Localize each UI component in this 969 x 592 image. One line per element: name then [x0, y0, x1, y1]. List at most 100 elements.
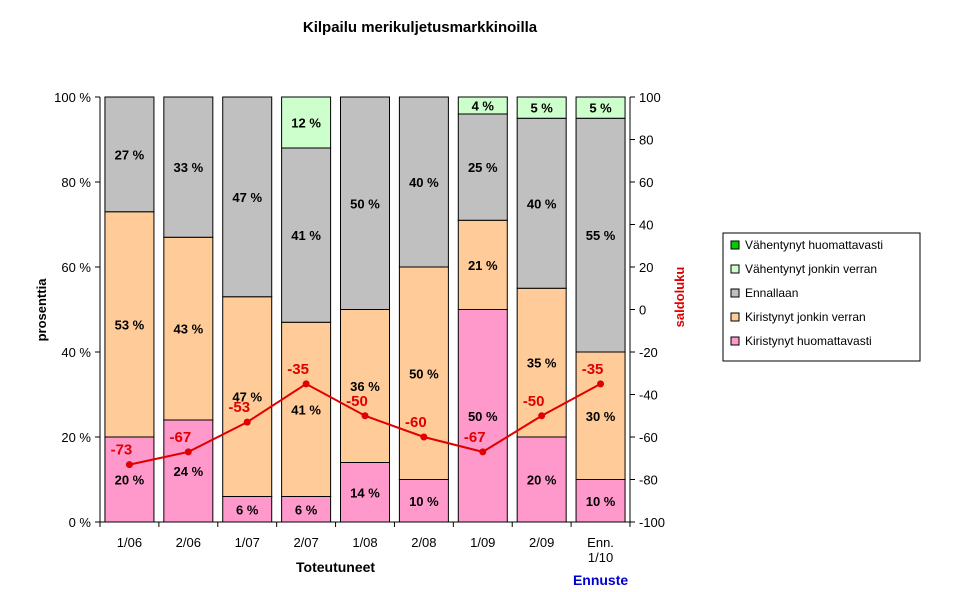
bar-segment: [398, 266, 449, 480]
legend-swatch: [730, 240, 740, 250]
bar-value-label: 53 %: [115, 317, 145, 332]
y-tick-label: 40 %: [61, 345, 91, 360]
bar-value-label: 5 %: [530, 101, 553, 116]
bar-segment: [398, 479, 449, 523]
saldo-point: [184, 448, 192, 456]
saldo-point: [420, 433, 428, 441]
bar-segment: [340, 96, 390, 310]
bar-segment: [457, 219, 508, 310]
bar-segment: [163, 236, 214, 421]
legend-swatch: [730, 312, 740, 322]
legend-entry: Vähentynyt jonkin verran: [745, 262, 877, 276]
legend-entry: Ennallaan: [745, 286, 798, 300]
saldo-point: [125, 461, 133, 469]
saldo-value-label: -35: [582, 361, 604, 378]
x-tick-label: 1/08: [352, 535, 377, 550]
bar-segment: [163, 96, 214, 238]
bar-segment: [281, 147, 332, 323]
bar-value-label: 40 %: [409, 175, 439, 190]
x-group-label-forecast: Ennuste: [573, 572, 628, 588]
y-tick-label: 80 %: [61, 175, 91, 190]
x-tick-label: 2/08: [411, 535, 436, 550]
bar-segment: [575, 96, 626, 119]
bar-segment: [457, 309, 508, 523]
bar-segment: [575, 117, 626, 353]
x-tick-label: Enn.: [587, 535, 614, 550]
legend-swatch: [730, 288, 740, 298]
bar-segment: [340, 462, 390, 523]
bar-segment: [281, 321, 332, 497]
bar-value-label: 6 %: [236, 502, 259, 517]
y2-tick-label: -80: [639, 473, 658, 488]
saldo-value-label: -73: [111, 442, 133, 459]
bar-value-label: 10 %: [409, 494, 439, 509]
y2-axis-title: saldoluku: [672, 267, 687, 328]
y-tick-label: 20 %: [61, 430, 91, 445]
saldo-point: [302, 380, 310, 388]
axes: 0 % 20 % 40 % 60 % 80 % 100 % -100 -80 -60 -40 -20…: [54, 90, 665, 588]
bar-value-label: 12 %: [291, 116, 321, 131]
saldo-point: [243, 418, 251, 426]
legend-swatch: [730, 264, 740, 274]
y2-tick-label: 80: [639, 133, 653, 148]
saldo-point: [479, 448, 487, 456]
bar-value-label: 20 %: [527, 473, 557, 488]
bar-segment: [222, 96, 273, 298]
bar-value-label: 10 %: [586, 494, 616, 509]
bar-segment: [516, 287, 567, 438]
saldo-point: [361, 412, 369, 420]
bar-value-label: 30 %: [586, 409, 616, 424]
bar-value-label: 43 %: [174, 322, 204, 337]
bar-value-label: 41 %: [291, 402, 321, 417]
bar-segment: [222, 296, 273, 497]
saldo-value-label: -60: [405, 414, 427, 431]
bar-segment: [281, 96, 332, 149]
y2-tick-label: 0: [639, 303, 646, 318]
bar-segment: [516, 117, 567, 289]
bar-value-label: 55 %: [586, 228, 616, 243]
bar-value-label: 20 %: [115, 473, 145, 488]
bar-value-label: 50 %: [409, 366, 439, 381]
bar-value-label: 4 %: [472, 99, 495, 114]
bar-value-label: 50 %: [350, 196, 380, 211]
bar-value-label: 21 %: [468, 258, 498, 273]
bar-value-label: 24 %: [174, 464, 204, 479]
y2-tick-label: -20: [639, 345, 658, 360]
x-tick-label: 1/06: [117, 535, 142, 550]
legend-entry: Kiristynyt huomattavasti: [745, 334, 872, 348]
bar-segment: [104, 96, 155, 213]
x-tick-label: 1/09: [470, 535, 495, 550]
x-tick-label: 2/07: [293, 535, 318, 550]
saldo-value-label: -50: [523, 393, 545, 410]
y-tick-label: 60 %: [61, 260, 91, 275]
y2-tick-label: -100: [639, 515, 665, 530]
bar-segment: [163, 419, 214, 523]
y2-tick-label: 40: [639, 218, 653, 233]
bar-segment: [516, 436, 567, 523]
saldo-value-label: -50: [346, 393, 368, 410]
bar-value-label: 25 %: [468, 160, 498, 175]
bar-value-label: 47 %: [232, 390, 262, 405]
legend: Vähentynyt huomattavasti Vähentynyt jonki…: [722, 232, 921, 362]
bar-value-label: 33 %: [174, 160, 204, 175]
x-tick-label: 1/07: [235, 535, 260, 550]
saldo-value-label: -53: [228, 399, 250, 416]
bar-segment: [340, 309, 390, 463]
bar-value-label: 27 %: [115, 147, 145, 162]
x-tick-label: 2/09: [529, 535, 554, 550]
bar-segment: [398, 96, 449, 268]
x-tick-label: 1/10: [588, 550, 613, 565]
y-axis-title: prosenttia: [34, 278, 49, 342]
y2-tick-label: 100: [639, 90, 661, 105]
saldo-line: -73 -67 -53 -35 -50 -60 -67 -50 -35: [111, 361, 605, 469]
bar-segment: [516, 96, 567, 119]
bar-value-label: 6 %: [295, 502, 318, 517]
legend-swatch: [730, 336, 740, 346]
y2-tick-label: 60: [639, 175, 653, 190]
bar-segment: [104, 211, 155, 438]
x-tick-label: 2/06: [176, 535, 201, 550]
bar-value-label: 35 %: [527, 356, 557, 371]
chart-title: Kilpailu merikuljetusmarkkinoilla: [303, 19, 538, 36]
legend-entry: Vähentynyt huomattavasti: [745, 238, 883, 252]
